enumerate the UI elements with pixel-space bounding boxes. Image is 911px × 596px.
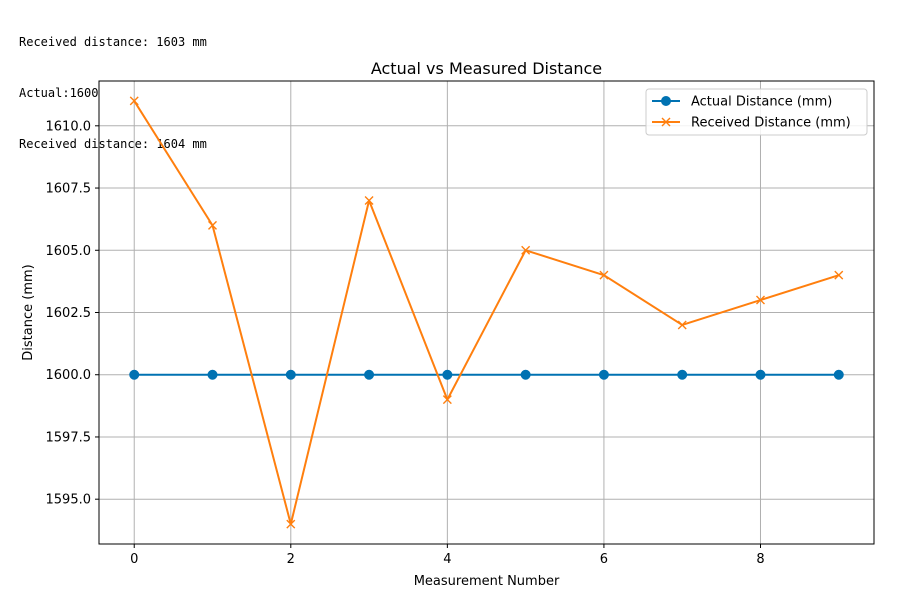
data-point — [442, 395, 452, 405]
x-tick-label: 8 — [756, 552, 764, 567]
legend-label: Received Distance (mm) — [691, 116, 851, 131]
console-line: Actual:1600 — [19, 86, 99, 100]
ticks: 0 2 4 6 8 1595.0 1597.5 1600.0 1602.5 1605.0 1607.… — [46, 119, 765, 567]
data-point — [442, 369, 453, 380]
data-point — [129, 96, 139, 106]
data-point — [598, 369, 609, 380]
series-line — [133, 100, 840, 526]
x-tick-label: 6 — [600, 552, 608, 567]
legend-label: Actual Distance (mm) — [691, 95, 832, 110]
chart-title: Actual vs Measured Distance — [371, 59, 602, 78]
legend-item: Actual Distance (mm) — [652, 95, 832, 110]
legend-marker — [661, 96, 671, 106]
marker-stroke — [442, 395, 452, 405]
x-tick-label: 0 — [130, 552, 138, 567]
y-axis-label: Distance (mm) — [21, 264, 36, 360]
data-point — [599, 270, 609, 280]
grid — [99, 81, 874, 544]
legend-marker — [661, 117, 671, 127]
legend-box — [645, 88, 868, 136]
data-point — [208, 220, 218, 230]
data-point — [286, 519, 296, 529]
data-point — [833, 369, 844, 380]
data-point — [521, 245, 531, 255]
data-point — [207, 369, 218, 380]
y-tick-label: 1605.0 — [46, 244, 92, 259]
series-received — [129, 96, 844, 529]
data-point — [677, 369, 688, 380]
marker-stroke — [599, 270, 609, 280]
y-tick-label: 1607.5 — [46, 182, 92, 197]
data-point — [520, 369, 531, 380]
data-point — [364, 369, 375, 380]
y-tick-label: 1595.0 — [46, 493, 92, 508]
x-tick-label: 4 — [443, 552, 451, 567]
data-point — [285, 369, 296, 380]
marker-stroke — [677, 320, 687, 330]
console-line: Received distance: 1603 mm — [19, 35, 207, 49]
series-layer — [129, 96, 844, 529]
legend-item: Received Distance (mm) — [652, 116, 851, 131]
marker-stroke — [286, 519, 296, 529]
x-axis-label: Measurement Number — [414, 574, 560, 589]
marker-stroke — [208, 220, 218, 230]
data-point — [755, 295, 765, 305]
data-point — [677, 320, 687, 330]
marker-stroke — [834, 270, 844, 280]
legend: Actual Distance (mm) Received Distance (m… — [645, 88, 868, 136]
data-point — [755, 369, 766, 380]
marker-stroke — [521, 245, 531, 255]
marker-stroke — [364, 195, 374, 205]
data-point — [834, 270, 844, 280]
y-tick-label: 1610.0 — [46, 119, 92, 134]
y-tick-label: 1597.5 — [46, 430, 92, 445]
data-point — [129, 369, 140, 380]
series-actual — [129, 369, 844, 380]
marker-stroke — [755, 295, 765, 305]
data-point — [364, 195, 374, 205]
marker-stroke — [661, 117, 671, 127]
y-tick-label: 1600.0 — [46, 368, 92, 383]
marker-stroke — [129, 96, 139, 106]
x-tick-label: 2 — [287, 552, 295, 567]
y-tick-label: 1602.5 — [46, 306, 92, 321]
